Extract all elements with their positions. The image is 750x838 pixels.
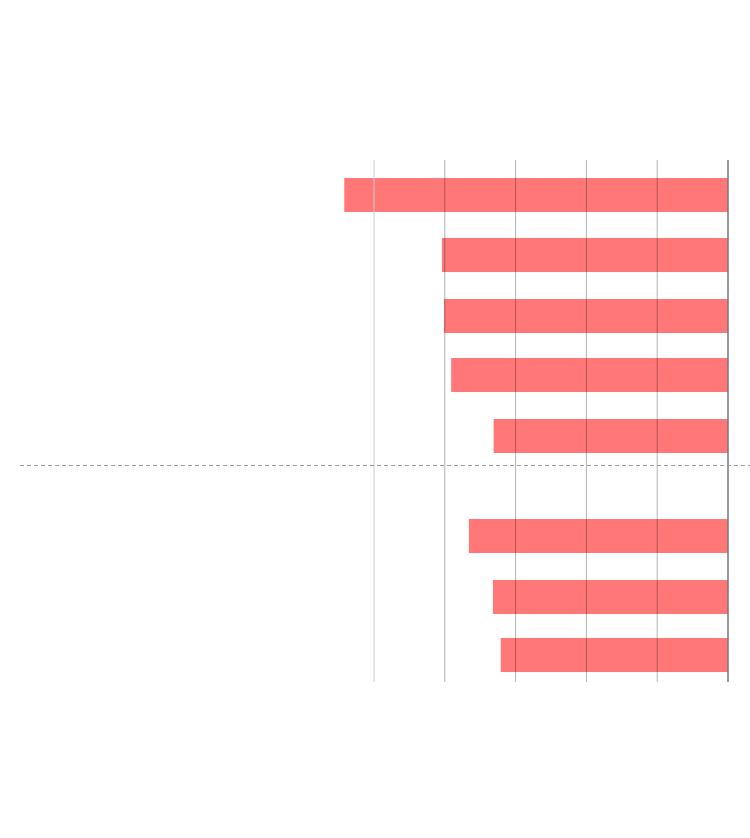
bar-8 bbox=[500, 638, 728, 672]
bar-3 bbox=[444, 299, 728, 333]
bar-1 bbox=[344, 178, 728, 212]
bar-4 bbox=[451, 358, 728, 392]
bar-2 bbox=[441, 238, 728, 272]
bar-7 bbox=[492, 580, 728, 614]
bar-5 bbox=[493, 419, 728, 453]
bar-6 bbox=[468, 519, 728, 553]
